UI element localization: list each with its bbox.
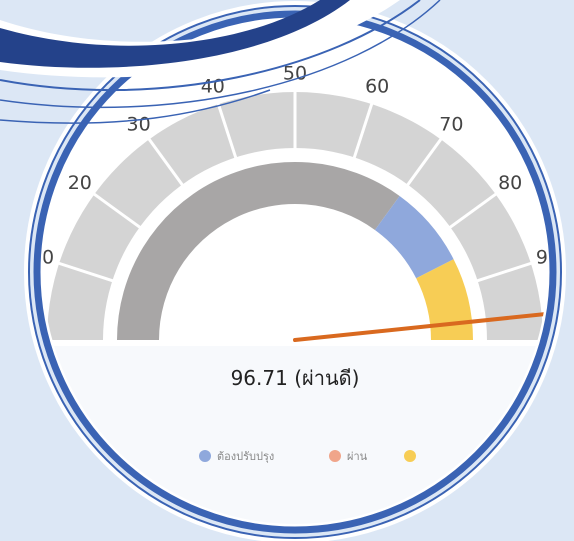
tick-label: 40 bbox=[201, 76, 225, 98]
tick-label: 20 bbox=[68, 172, 92, 194]
legend-label: ต้องปรับปรุง bbox=[217, 450, 274, 463]
tick-label: 60 bbox=[365, 76, 389, 98]
base-cover bbox=[0, 340, 574, 346]
page: {"chart_data": {"type": "gauge", "value"… bbox=[0, 0, 574, 541]
value-label: 96.71 (ผ่านดี) bbox=[231, 366, 360, 390]
legend-marker bbox=[329, 450, 341, 462]
tick-label: 30 bbox=[127, 113, 151, 135]
legend-marker bbox=[404, 450, 416, 462]
tick-label: 70 bbox=[439, 113, 463, 135]
gauge-chart: 102030405060708090 96.71 (ผ่านดี) ต้องปร… bbox=[0, 0, 574, 541]
legend-label: ผ่าน bbox=[347, 450, 368, 463]
legend-marker bbox=[199, 450, 211, 462]
tick-label: 80 bbox=[498, 172, 522, 194]
